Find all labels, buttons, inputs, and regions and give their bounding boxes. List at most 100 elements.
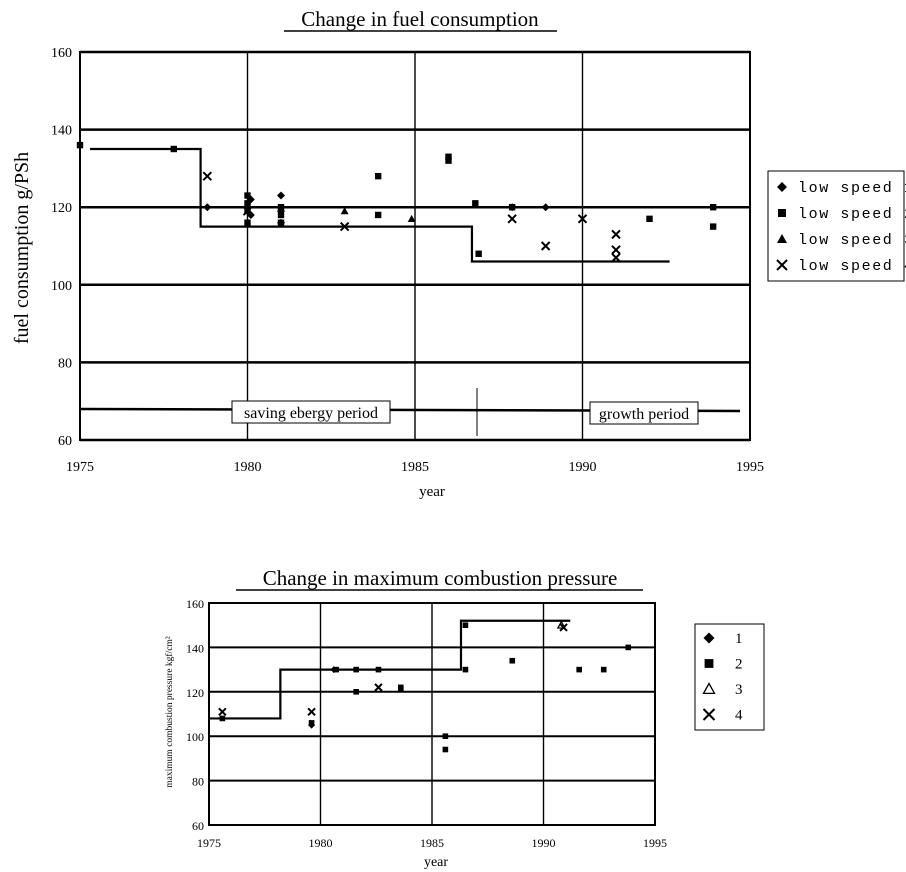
chart-1-legend-marker bbox=[777, 234, 787, 243]
chart-1-y-tick-label: 120 bbox=[51, 201, 72, 216]
chart-2-y-tick-label: 120 bbox=[186, 686, 204, 700]
chart-1-legend bbox=[767, 170, 905, 282]
chart-1-point-square bbox=[244, 192, 251, 199]
chart-2-x-tick-label: 1985 bbox=[420, 836, 444, 850]
chart-1-point-square bbox=[445, 153, 452, 160]
fuel-consumption-chart: Change in fuel consumption 60 80 100 120 140… bbox=[11, 7, 906, 500]
chart-1-x-tick-label: 1975 bbox=[66, 460, 94, 475]
chart-1-annotation-saving-period: saving ebergy period bbox=[244, 405, 378, 422]
chart-2-marks bbox=[209, 619, 632, 753]
chart-2-x-ticks: 1975 1980 1985 1990 1995 bbox=[197, 836, 667, 850]
chart-2-x-tick-label: 1980 bbox=[309, 836, 333, 850]
chart-1-x-tick-label: 1985 bbox=[401, 460, 429, 475]
chart-2-x-label: year bbox=[424, 855, 448, 870]
chart-2-point-square bbox=[625, 644, 632, 651]
chart-1-point-square bbox=[244, 200, 251, 207]
chart-2-y-label: maximum combustion pressure kgf/cm² bbox=[164, 636, 175, 788]
chart-1-x-tick-label: 1995 bbox=[736, 460, 764, 475]
chart-1-legend-marker bbox=[778, 209, 786, 217]
chart-2-point-square bbox=[600, 666, 607, 673]
chart-1-legend-label: low speed 2 bbox=[798, 206, 906, 223]
chart-1-legend-marker bbox=[776, 259, 788, 271]
chart-1-y-tick-label: 60 bbox=[58, 434, 72, 449]
chart-1-y-tick-label: 100 bbox=[51, 279, 72, 294]
chart-1-annotation-growth-period: growth period bbox=[599, 406, 689, 423]
chart-1-point-square bbox=[277, 204, 285, 211]
chart-1-legend-label: low speed 1 bbox=[798, 180, 906, 197]
chart-1-legend-items: low speed 1 low speed 2 low speed 3 low spe… bbox=[776, 180, 906, 275]
chart-1-y-tick-label: 160 bbox=[51, 46, 72, 61]
chart-2-y-tick-label: 100 bbox=[186, 730, 204, 744]
chart-1-y-label: fuel consumption g/PSh bbox=[11, 152, 33, 344]
chart-2-y-tick-label: 80 bbox=[192, 775, 204, 789]
chart-2-legend-items: 1 2 3 4 bbox=[702, 631, 743, 724]
chart-2-step-line bbox=[209, 619, 571, 720]
chart-1-point-square bbox=[508, 204, 516, 211]
chart-1-point-square bbox=[374, 172, 382, 180]
chart-2-y-tick-label: 60 bbox=[192, 819, 204, 833]
chart-2-legend-marker bbox=[704, 659, 714, 668]
chart-1-point-square bbox=[445, 157, 452, 164]
chart-1-point-square bbox=[709, 223, 717, 230]
chart-1-y-tick-label: 140 bbox=[51, 124, 72, 139]
chart-1-point-square bbox=[472, 200, 479, 207]
combustion-pressure-chart: Change in maximum combustion pressure 60… bbox=[164, 566, 765, 870]
chart-1-point-x bbox=[540, 241, 551, 251]
chart-1-point-x bbox=[507, 214, 517, 224]
chart-1-step-line bbox=[90, 147, 670, 263]
chart-2-point-x bbox=[559, 623, 568, 632]
chart-1-point-triangle bbox=[340, 207, 349, 215]
chart-1-point-diamond bbox=[277, 191, 285, 200]
chart-2-y-ticks: 60 80 100 120 140 160 bbox=[186, 597, 204, 833]
chart-1-x-tick-label: 1980 bbox=[234, 460, 262, 475]
chart-2-point-square bbox=[462, 666, 469, 673]
chart-1-legend-label: low speed 4 bbox=[798, 258, 906, 275]
chart-1-point-diamond bbox=[541, 203, 550, 212]
chart-2-y-tick-label: 140 bbox=[186, 641, 204, 655]
chart-2-point-square bbox=[397, 686, 404, 693]
chart-1-point-square bbox=[244, 219, 251, 226]
chart-2-legend-label: 2 bbox=[735, 657, 743, 673]
chart-1-point-x bbox=[202, 171, 213, 181]
chart-2-point-square bbox=[509, 657, 516, 664]
chart-1-point-square bbox=[709, 204, 717, 211]
chart-2-title: Change in maximum combustion pressure bbox=[263, 566, 618, 590]
chart-1-x-ticks: 1975 1980 1985 1990 1995 bbox=[66, 460, 764, 475]
chart-1-point-x bbox=[611, 252, 621, 263]
chart-2-legend-marker bbox=[703, 632, 715, 644]
chart-2-point-x bbox=[218, 707, 227, 716]
chart-1-point-square bbox=[76, 141, 84, 149]
chart-2-legend bbox=[694, 623, 765, 731]
chart-1-legend-label: low speed 3 bbox=[798, 232, 906, 249]
chart-1-point-square bbox=[277, 211, 285, 219]
chart-2-point-square bbox=[442, 746, 449, 753]
chart-1-point-x bbox=[577, 214, 588, 224]
chart-2-plot-frame bbox=[208, 602, 656, 826]
chart-1-point-square bbox=[277, 219, 285, 226]
chart-2-point-x bbox=[307, 707, 316, 716]
chart-2-point-square bbox=[442, 733, 449, 739]
chart-1-x-tick-label: 1990 bbox=[569, 460, 597, 475]
chart-2-legend-marker bbox=[702, 682, 716, 695]
chart-1-point-x bbox=[611, 245, 621, 255]
chart-2-point-square bbox=[576, 666, 582, 673]
chart-1-point-square bbox=[475, 250, 482, 257]
chart-1-point-triangle bbox=[407, 214, 416, 223]
chart-1-point-square bbox=[374, 211, 382, 219]
chart-1-annotation-box-2 bbox=[589, 401, 699, 425]
chart-1-point-x bbox=[611, 229, 621, 240]
chart-2-legend-label: 4 bbox=[735, 708, 743, 724]
chart-1-annotation-box-1 bbox=[231, 400, 391, 424]
chart-2-point-square bbox=[308, 720, 315, 726]
chart-2-legend-label: 1 bbox=[735, 631, 743, 647]
chart-2-gridlines bbox=[209, 602, 655, 826]
chart-2-point-x bbox=[374, 683, 383, 692]
chart-2-legend-label: 3 bbox=[735, 682, 743, 698]
chart-2-y-tick-label: 160 bbox=[186, 597, 204, 611]
chart-1-y-tick-label: 80 bbox=[58, 356, 72, 371]
chart-1-legend-marker bbox=[777, 182, 787, 192]
chart-2-point-square bbox=[462, 622, 469, 628]
chart-1-point-diamond bbox=[203, 203, 212, 212]
chart-1-plot-frame bbox=[79, 51, 751, 441]
